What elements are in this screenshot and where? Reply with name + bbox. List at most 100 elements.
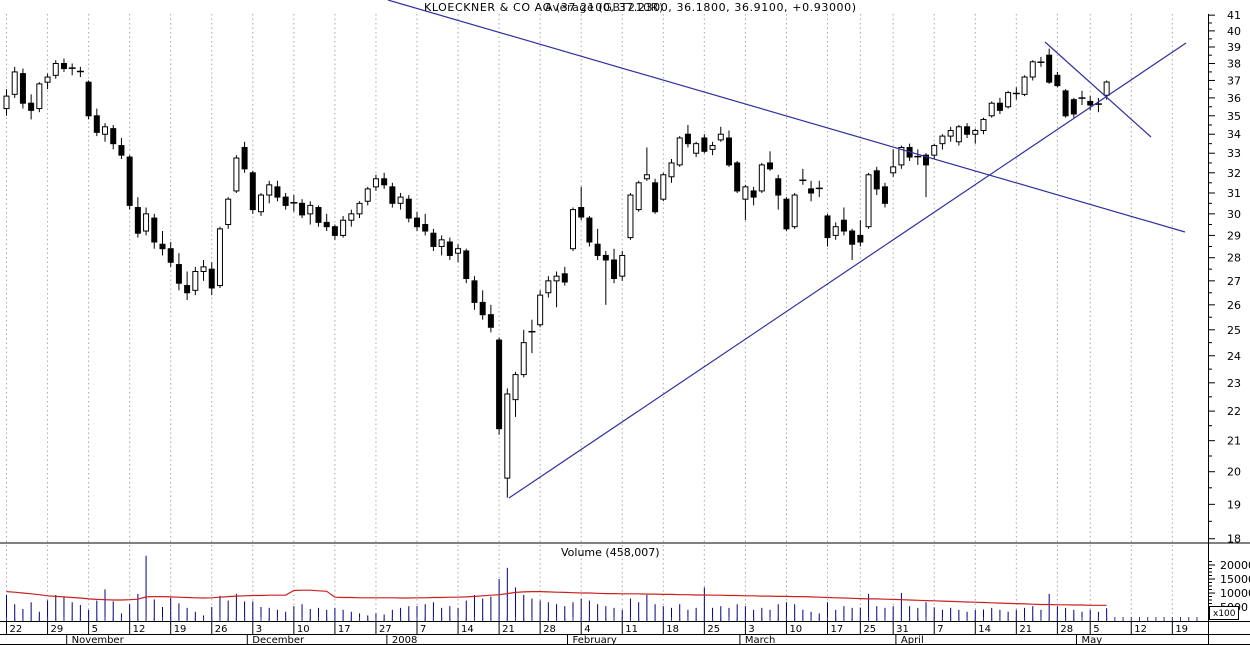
candle	[758, 162, 765, 193]
candle	[3, 89, 10, 116]
candle	[159, 231, 166, 256]
price-tick-label: 19	[1227, 498, 1241, 511]
candle	[996, 97, 1003, 114]
week-tick-label: 18	[666, 624, 679, 635]
candle	[783, 197, 790, 232]
trendline-ascending-support	[508, 42, 1187, 499]
candle	[955, 124, 962, 146]
month-label: 2008	[392, 635, 417, 645]
week-tick-label: 11	[625, 624, 638, 635]
week-tick-label: 10	[297, 624, 310, 635]
candle	[44, 73, 51, 90]
candle	[684, 124, 691, 148]
price-tick-label: 27	[1227, 275, 1241, 288]
candle	[840, 207, 847, 236]
candlesticks	[3, 48, 1110, 498]
volume-multiplier-badge: x100	[1209, 606, 1239, 620]
week-tick-label: 17	[831, 624, 844, 635]
candle	[914, 149, 922, 165]
candle	[405, 195, 412, 223]
candle	[980, 117, 987, 135]
candle	[988, 101, 995, 118]
candle	[561, 266, 568, 286]
week-tick-label: 3	[748, 624, 754, 635]
candle	[216, 226, 223, 288]
candle	[200, 259, 207, 281]
candle	[627, 192, 634, 240]
candle	[19, 68, 26, 109]
candle	[52, 60, 59, 79]
candle	[1078, 90, 1086, 105]
candle	[586, 215, 593, 247]
candle	[1029, 60, 1036, 81]
candle	[873, 166, 880, 196]
candle	[134, 197, 141, 238]
candle	[28, 94, 35, 120]
price-tick-label: 22	[1227, 405, 1241, 418]
price-tick-label: 31	[1227, 187, 1241, 200]
price-tick-label: 28	[1227, 252, 1241, 265]
candle	[890, 149, 897, 177]
candle	[233, 155, 240, 193]
week-tick-label: 14	[978, 624, 991, 635]
candle	[734, 160, 741, 193]
price-tick-label: 30	[1227, 208, 1241, 221]
week-tick-label: 21	[502, 624, 515, 635]
candle	[643, 147, 650, 181]
volume-tick-label: 20000	[1220, 559, 1250, 572]
candle	[126, 155, 133, 210]
candle	[1012, 87, 1020, 100]
candle	[208, 262, 215, 296]
week-tick-label: 12	[1134, 624, 1147, 635]
candle	[422, 213, 429, 236]
candle	[504, 388, 511, 498]
candle	[290, 195, 298, 212]
week-tick-label: 26	[215, 624, 228, 635]
candle	[192, 266, 199, 296]
chart-title-overlay: Average (GBT210R)	[545, 1, 664, 14]
candle	[93, 108, 100, 137]
candle	[323, 213, 330, 232]
candle	[857, 220, 864, 247]
volume-tick-label: 15000	[1220, 573, 1250, 586]
candle	[775, 174, 782, 210]
candle	[1037, 56, 1045, 67]
week-tick-label: 21	[1019, 624, 1032, 635]
candle	[1021, 75, 1028, 97]
candle	[143, 207, 150, 236]
candle	[496, 337, 503, 435]
price-axis: 18 19 20 21 22 23 24 25 26 27 28 29 30 31 32 33 34 35 36 37…	[1208, 9, 1241, 645]
candle	[274, 180, 281, 202]
price-tick-label: 34	[1227, 128, 1241, 141]
candle	[611, 248, 618, 284]
candle	[791, 192, 798, 229]
candle	[725, 130, 732, 167]
price-tick-label: 38	[1227, 57, 1241, 70]
candle	[118, 137, 125, 160]
candle	[167, 242, 174, 267]
price-tick-label: 23	[1227, 377, 1241, 390]
candle	[249, 170, 256, 214]
candle	[553, 271, 560, 308]
month-label: November	[72, 635, 125, 645]
candle	[923, 153, 930, 198]
candle	[668, 159, 675, 183]
week-tick-label: 28	[1060, 624, 1073, 635]
candle	[808, 180, 815, 202]
week-tick-label: 27	[379, 624, 392, 635]
price-tick-label: 24	[1227, 350, 1241, 363]
candle	[315, 205, 322, 227]
price-tick-label: 41	[1227, 9, 1241, 22]
trendlines	[387, 0, 1187, 499]
week-tick-label: 5	[1093, 624, 1099, 635]
volume-ma-polyline	[6, 589, 1107, 606]
candle	[372, 174, 379, 191]
week-tick-label: 17	[338, 624, 351, 635]
week-tick-label: 25	[707, 624, 720, 635]
price-tick-label: 21	[1227, 435, 1241, 448]
candle	[364, 186, 371, 206]
candle	[184, 271, 191, 300]
candle	[1046, 48, 1053, 84]
